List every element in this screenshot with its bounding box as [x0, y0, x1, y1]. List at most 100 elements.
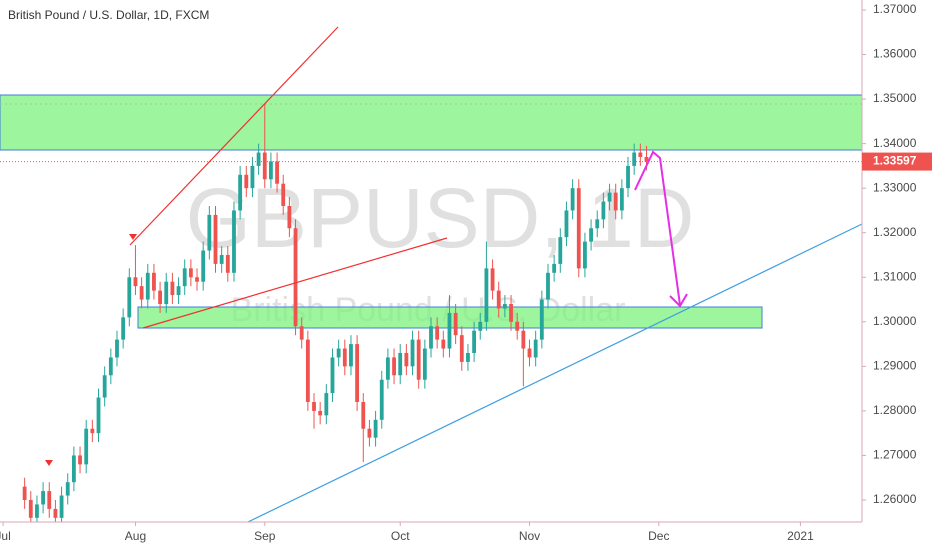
- candle-body: [595, 219, 600, 229]
- x-tick-label: Nov: [519, 529, 540, 543]
- candle-body: [330, 357, 335, 394]
- candle-body: [108, 357, 113, 376]
- y-tick-label: 1.26000: [873, 492, 917, 506]
- y-tick-label: 1.31000: [873, 269, 917, 283]
- candle-body: [644, 156, 649, 162]
- candle-body: [472, 330, 477, 353]
- x-tick-label: Sep: [254, 529, 276, 543]
- candle-body: [158, 290, 162, 304]
- price-axis-bg: [862, 0, 932, 550]
- candle-body: [238, 174, 243, 211]
- candle-body: [490, 268, 495, 291]
- candle-body: [65, 482, 70, 496]
- candle-body: [466, 352, 470, 362]
- candle-body: [59, 495, 64, 518]
- candle-body: [287, 205, 292, 229]
- candle-body: [201, 250, 206, 282]
- candle-body: [564, 210, 569, 238]
- candle-body: [509, 303, 513, 322]
- candle-body: [539, 299, 544, 340]
- candle-body: [269, 161, 273, 180]
- candle-body: [213, 214, 218, 264]
- candle-body: [589, 228, 593, 242]
- watermark-symbol: GBPUSD, 1D: [186, 171, 695, 265]
- candle-body: [312, 401, 316, 411]
- candle-body: [502, 303, 507, 309]
- candle-body: [570, 188, 575, 211]
- candle-body: [115, 339, 119, 358]
- candle-body: [324, 393, 329, 416]
- candle-body: [478, 321, 483, 331]
- y-tick-label: 1.30000: [873, 314, 917, 328]
- candle-body: [342, 348, 347, 367]
- candle-body: [416, 339, 421, 380]
- candle-body: [410, 339, 415, 367]
- chart-title: British Pound / U.S. Dollar, 1D, FXCM: [8, 8, 209, 22]
- candle-body: [496, 290, 501, 309]
- candle-body: [139, 286, 144, 300]
- candle-body: [35, 504, 39, 518]
- candle-body: [53, 508, 58, 518]
- candle-body: [336, 348, 341, 358]
- candle-body: [361, 401, 366, 429]
- x-tick-label: 2021: [787, 529, 814, 543]
- candle-body: [219, 254, 224, 264]
- candle-body: [305, 339, 310, 402]
- candle-body: [626, 165, 630, 189]
- y-tick-label: 1.33000: [873, 180, 917, 194]
- time-axis-bg: [0, 522, 932, 550]
- candle-body: [250, 165, 255, 189]
- candle-body: [225, 254, 230, 273]
- candle-body: [256, 152, 261, 166]
- candle-body: [182, 268, 187, 287]
- trend-line: [142, 237, 448, 329]
- y-tick-label: 1.28000: [873, 403, 917, 417]
- candle-body: [404, 352, 409, 367]
- trend-line: [247, 223, 863, 523]
- candle-body: [318, 410, 323, 416]
- candle-body: [546, 272, 550, 300]
- candle-body: [102, 375, 107, 398]
- candle-body: [41, 491, 46, 505]
- candle-body: [583, 241, 587, 269]
- candle-body: [90, 428, 95, 434]
- candle-body: [453, 312, 458, 336]
- candle-body: [392, 357, 396, 376]
- candle-body: [558, 237, 563, 264]
- candle-body: [152, 272, 156, 291]
- y-tick-label: 1.37000: [873, 2, 917, 16]
- candle-body: [281, 183, 286, 206]
- x-tick-label: Aug: [125, 529, 146, 543]
- y-tick-label: 1.29000: [873, 359, 917, 373]
- candle-body: [398, 352, 403, 376]
- candle-body: [619, 188, 624, 211]
- last-price-tag: [862, 152, 932, 171]
- candle-body: [232, 210, 236, 273]
- candle-body: [435, 326, 440, 340]
- candle-body: [22, 486, 27, 500]
- candle-body: [355, 344, 360, 402]
- candle-body: [133, 277, 138, 287]
- candle-body: [459, 335, 464, 362]
- candle-body: [484, 268, 489, 322]
- candle-body: [84, 428, 89, 465]
- y-tick-label: 1.36000: [873, 47, 917, 61]
- arrow-head: [669, 293, 688, 308]
- candle-body: [576, 188, 581, 269]
- candle-body: [533, 339, 538, 358]
- candle-body: [195, 277, 199, 282]
- marker: [129, 234, 137, 240]
- candle-body: [121, 317, 126, 340]
- candle-body: [632, 152, 637, 166]
- candle-body: [28, 499, 33, 518]
- candle-body: [607, 192, 612, 202]
- resistance-zone: [0, 94, 863, 151]
- candle-body: [521, 330, 526, 349]
- candle-body: [367, 428, 372, 438]
- candle-body: [275, 161, 279, 184]
- candles: [0, 103, 862, 527]
- candle-body: [164, 281, 169, 304]
- x-tick-label: Dec: [648, 529, 669, 543]
